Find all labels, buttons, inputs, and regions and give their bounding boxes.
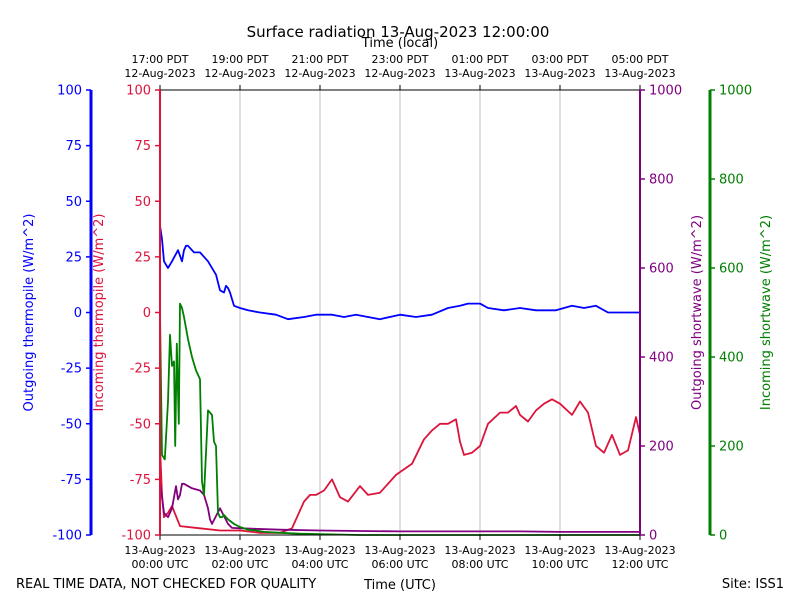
incoming_shortwave-tick-label: 400 xyxy=(719,351,744,366)
outgoing_thermopile-tick-label: -75 xyxy=(61,473,82,488)
x-tick-label: 13-Aug-2023 xyxy=(604,544,675,557)
incoming_thermopile-line xyxy=(159,398,641,534)
top-tick-label: 12-Aug-2023 xyxy=(364,67,435,80)
incoming_thermopile-tick-label: 50 xyxy=(134,195,151,210)
x-tick-label: 13-Aug-2023 xyxy=(444,544,515,557)
outgoing_thermopile-tick-label: -100 xyxy=(52,529,82,544)
x-tick-label: 13-Aug-2023 xyxy=(124,544,195,557)
incoming_thermopile-tick-label: 0 xyxy=(143,306,151,321)
top-tick-label: 05:00 PDT xyxy=(611,53,668,66)
top-tick-label: 01:00 PDT xyxy=(451,53,508,66)
outgoing_shortwave-tick-label: 400 xyxy=(649,351,674,366)
quality-note: REAL TIME DATA, NOT CHECKED FOR QUALITY xyxy=(16,577,316,592)
outgoing_thermopile-tick-label: 25 xyxy=(65,250,82,265)
top-tick-label: 12-Aug-2023 xyxy=(204,67,275,80)
outgoing_thermopile-axis-label: Outgoing thermopile (W/m^2) xyxy=(22,214,37,412)
top-tick-label: 21:00 PDT xyxy=(291,53,348,66)
outgoing_shortwave-tick-label: 800 xyxy=(649,173,674,188)
site-label: Site: ISS1 xyxy=(722,577,784,592)
incoming_thermopile-axis-label: Incoming thermopile (W/m^2) xyxy=(92,214,107,412)
x-tick-label: 13-Aug-2023 xyxy=(204,544,275,557)
top-tick-label: 13-Aug-2023 xyxy=(444,67,515,80)
outgoing_thermopile-tick-label: 0 xyxy=(74,306,82,321)
grid-lines xyxy=(239,90,561,535)
top-tick-label: 19:00 PDT xyxy=(211,53,268,66)
top-tick-label: 13-Aug-2023 xyxy=(524,67,595,80)
incoming_shortwave-axis-label: Incoming shortwave (W/m^2) xyxy=(759,215,774,410)
outgoing_thermopile-line xyxy=(159,225,640,321)
top-axis-label: Time (local) xyxy=(361,36,438,51)
outgoing_shortwave-tick-label: 600 xyxy=(649,262,674,277)
outgoing_shortwave-tick-label: 1000 xyxy=(649,84,682,99)
x-tick-label: 13-Aug-2023 xyxy=(284,544,355,557)
outgoing_shortwave-axis-label: Outgoing shortwave (W/m^2) xyxy=(690,215,705,410)
x-tick-label: 12:00 UTC xyxy=(611,558,668,571)
outgoing_shortwave-line xyxy=(159,481,640,533)
outgoing_thermopile-tick-label: 50 xyxy=(65,195,82,210)
incoming_thermopile-tick-label: -100 xyxy=(121,529,151,544)
x-tick-label: 08:00 UTC xyxy=(451,558,508,571)
top-tick-label: 12-Aug-2023 xyxy=(284,67,355,80)
outgoing_thermopile-tick-label: -50 xyxy=(61,417,82,432)
top-tick-label: 17:00 PDT xyxy=(131,53,188,66)
x-tick-label: 13-Aug-2023 xyxy=(364,544,435,557)
incoming_thermopile-tick-label: 75 xyxy=(134,139,151,154)
x-tick-label: 02:00 UTC xyxy=(211,558,268,571)
incoming_shortwave-tick-label: 200 xyxy=(719,440,744,455)
outgoing_shortwave-tick-label: 0 xyxy=(649,529,657,544)
top-tick-label: 12-Aug-2023 xyxy=(124,67,195,80)
x-tick-label: 00:00 UTC xyxy=(131,558,188,571)
top-tick-label: 03:00 PDT xyxy=(531,53,588,66)
incoming_thermopile-tick-label: -50 xyxy=(130,417,151,432)
incoming_shortwave-tick-label: 1000 xyxy=(719,84,752,99)
x-tick-label: 13-Aug-2023 xyxy=(524,544,595,557)
outgoing_thermopile-tick-label: 75 xyxy=(65,139,82,154)
top-tick-label: 13-Aug-2023 xyxy=(604,67,675,80)
incoming_thermopile-tick-label: 25 xyxy=(134,250,151,265)
incoming_thermopile-tick-label: -75 xyxy=(130,473,151,488)
incoming_shortwave-tick-label: 600 xyxy=(719,262,744,277)
x-axis-label: Time (UTC) xyxy=(363,578,436,593)
incoming_shortwave-tick-label: 0 xyxy=(719,529,727,544)
incoming_thermopile-tick-label: 100 xyxy=(126,84,151,99)
x-tick-label: 10:00 UTC xyxy=(531,558,588,571)
incoming_shortwave-tick-label: 800 xyxy=(719,173,744,188)
top-tick-label: 23:00 PDT xyxy=(371,53,428,66)
outgoing_shortwave-tick-label: 200 xyxy=(649,440,674,455)
chart-title: Surface radiation 13-Aug-2023 12:00:00 xyxy=(247,23,550,41)
outgoing_thermopile-tick-label: -25 xyxy=(61,362,82,377)
outgoing_thermopile-tick-label: 100 xyxy=(57,84,82,99)
x-tick-label: 06:00 UTC xyxy=(371,558,428,571)
x-tick-label: 04:00 UTC xyxy=(291,558,348,571)
incoming_thermopile-tick-label: -25 xyxy=(130,362,151,377)
